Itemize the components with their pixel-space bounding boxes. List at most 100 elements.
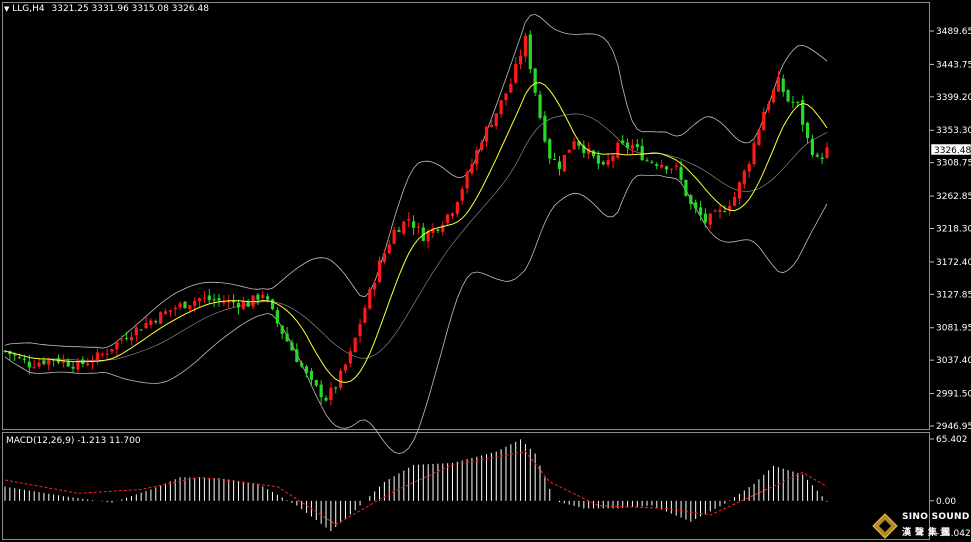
candle-body — [489, 125, 493, 128]
candle-body — [528, 34, 532, 70]
candle-body — [256, 294, 260, 300]
candle-body — [266, 296, 270, 300]
candle-body — [353, 337, 357, 352]
candle-body — [139, 329, 143, 331]
candle-body — [129, 336, 134, 341]
current-price-label: 3326.48 — [934, 146, 971, 156]
candle-body — [543, 115, 547, 142]
candle-body — [222, 302, 226, 304]
candle-body — [275, 310, 279, 324]
candle-body — [285, 333, 289, 342]
logo-cn-name: 漢聲集團 — [902, 528, 955, 538]
candle-body — [61, 360, 65, 363]
candle-body — [407, 219, 411, 221]
candle-body — [426, 231, 430, 242]
candle-body — [747, 164, 751, 172]
candle-body — [767, 103, 771, 110]
candle-body — [324, 397, 328, 401]
candle-body — [698, 207, 703, 216]
chevron-down-icon[interactable]: ▼ — [4, 5, 10, 13]
candle-body — [757, 129, 761, 145]
candle-body — [178, 303, 182, 308]
candle-body — [679, 167, 683, 180]
candle-body — [358, 324, 362, 336]
candle-body — [825, 147, 829, 158]
candle-body — [436, 229, 440, 231]
candle-body — [786, 90, 790, 102]
candle-body — [533, 68, 537, 93]
signal-line — [4, 451, 828, 526]
candle-body — [66, 361, 70, 367]
price-tick-label: 2946.95 — [936, 422, 971, 432]
candle-body — [173, 307, 177, 310]
sino-sound-logo: SINO SOUND 漢聲集團 — [872, 511, 970, 541]
macd-tick-label: 0.00 — [936, 497, 956, 507]
candle-body — [368, 288, 372, 309]
candle-body — [105, 353, 109, 355]
price-tick-label: 3081.95 — [936, 324, 971, 334]
candle-body — [480, 142, 484, 150]
candle-body — [27, 361, 31, 368]
candle-body — [159, 312, 163, 324]
candle-body — [339, 370, 343, 388]
candle-body — [664, 166, 669, 170]
candle-body — [232, 300, 236, 303]
candle-body — [446, 214, 450, 223]
price-tick-label: 3489.65 — [936, 27, 971, 37]
candle-body — [217, 298, 221, 301]
candle-body — [47, 358, 51, 365]
candle-body — [796, 101, 800, 103]
candle-body — [518, 56, 523, 65]
candle-body — [557, 161, 562, 170]
bollinger-lower — [4, 174, 828, 455]
candle-body — [582, 145, 586, 153]
candle-body — [241, 301, 245, 309]
candle-body — [650, 161, 654, 163]
candle-body — [718, 209, 722, 212]
candle-body — [484, 126, 489, 142]
macd-header: MACD(12,26,9) -1.213 11.700 — [6, 436, 141, 446]
candle-body — [732, 196, 737, 206]
candle-body — [163, 311, 168, 315]
candle-body — [801, 100, 805, 125]
candle-body — [387, 244, 391, 254]
candle-body — [815, 154, 819, 157]
candle-body — [270, 299, 275, 310]
candle-body — [694, 202, 698, 209]
diamond-logo-icon — [872, 513, 898, 539]
candle-body — [562, 154, 566, 172]
candle-body — [591, 150, 596, 157]
candle-body — [329, 387, 333, 401]
price-tick-label: 3127.85 — [936, 290, 971, 300]
candle-body — [465, 172, 469, 189]
candle-body — [810, 138, 815, 155]
candle-body — [197, 298, 202, 302]
candle-body — [553, 159, 557, 161]
candle-body — [144, 322, 148, 329]
candle-body — [42, 360, 46, 364]
candle-body — [71, 366, 75, 369]
candle-body — [781, 78, 785, 92]
chart-header: ▼ LLG,H4 3321.25 3331.96 3315.08 3326.48 — [4, 4, 209, 14]
candle-body — [134, 327, 138, 336]
bollinger-bands — [4, 13, 828, 455]
candle-body — [314, 380, 318, 386]
price-tick-label: 2991.50 — [936, 390, 971, 400]
candle-body — [587, 148, 591, 154]
candle-body — [723, 211, 727, 213]
logo-name: SINO SOUND — [902, 512, 970, 522]
candle-body — [635, 144, 639, 148]
macd-pane-frame — [2, 432, 930, 540]
candle-body — [202, 297, 207, 299]
candle-body — [660, 164, 664, 168]
candle-body — [577, 141, 581, 146]
price-axis: 3489.65 3443.75 3399.20 3353.30 3308.75 3262.… — [930, 27, 971, 432]
candle-body — [596, 155, 600, 164]
candle-body — [227, 300, 231, 303]
price-tick-label: 3262.85 — [936, 192, 971, 202]
candle-body — [319, 384, 323, 398]
price-tick-label: 3443.75 — [936, 60, 971, 70]
price-tick-label: 3037.40 — [936, 356, 971, 366]
candle-body — [606, 159, 610, 166]
